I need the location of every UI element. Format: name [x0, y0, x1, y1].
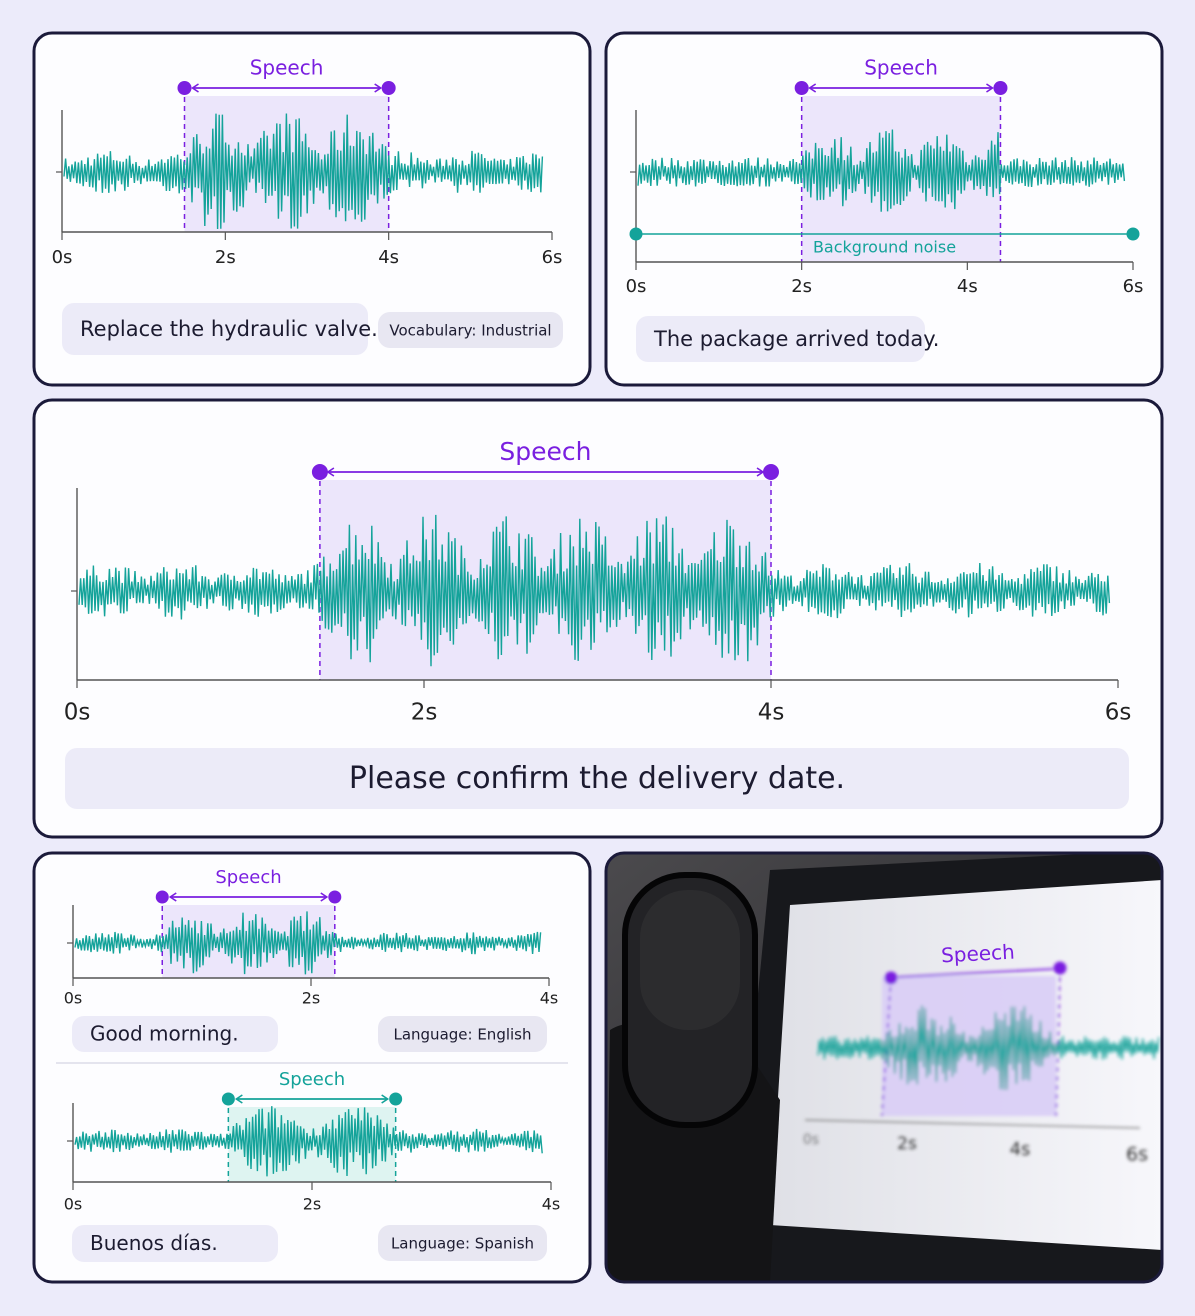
mic-grille [640, 890, 740, 1030]
x-tick-label: 2s [302, 989, 321, 1008]
x-tick-label: 4s [378, 247, 399, 268]
speech-endpoint [1053, 961, 1067, 975]
speech-label: Speech [250, 56, 324, 80]
speech-label: Speech [279, 1069, 345, 1090]
x-tick-label: 6s [1105, 700, 1132, 726]
speech-endpoint [381, 81, 396, 95]
text-box-label: Buenos días. [90, 1231, 218, 1255]
text-box [72, 1016, 278, 1052]
waveform [74, 1106, 543, 1177]
x-tick-label: 6s [1126, 1144, 1148, 1166]
text-box [378, 1016, 547, 1052]
x-tick-label: 4s [1010, 1139, 1031, 1160]
x-tick-label: 0s [52, 247, 73, 268]
text-box [378, 312, 563, 348]
x-tick-label: 2s [215, 247, 236, 268]
text-box [72, 1225, 278, 1262]
x-axis [804, 1119, 1141, 1129]
photo: 0s 2s 4s 6s [606, 853, 1162, 1282]
speech-endpoint [763, 464, 779, 480]
text-box-label: Good morning. [90, 1022, 239, 1046]
panel-border [604, 851, 1164, 1284]
x-tick-label: 4s [957, 276, 978, 297]
x-tick-label: 0s [64, 1195, 83, 1214]
waveform [63, 113, 544, 230]
speech-endpoint [311, 464, 328, 480]
speech-endpoint [794, 81, 809, 95]
speech-endpoint [155, 890, 169, 904]
speech-endpoint [993, 81, 1008, 95]
waveform [74, 911, 542, 975]
waveform [78, 514, 1111, 667]
arrowheads [168, 892, 329, 902]
text-box-label: Vocabulary: Industrial [389, 322, 551, 340]
screen-content: 0s 2s 4s 6s [803, 961, 1160, 1166]
text-box-label: Language: Spanish [391, 1235, 534, 1253]
speech-endpoint [177, 81, 192, 95]
speech-label: Speech [215, 867, 281, 888]
text-box [65, 748, 1129, 809]
x-tick-label: 0s [64, 700, 91, 726]
arrowheads [234, 1094, 390, 1104]
speech-bracket [897, 968, 1054, 978]
speech-endpoint [389, 1092, 403, 1106]
x-tick-label: 0s [626, 276, 647, 297]
x-tick-label: 4s [542, 1195, 561, 1214]
text-box-label: Replace the hydraulic valve. [80, 317, 378, 341]
text-box-label: Please confirm the delivery date. [349, 761, 845, 796]
speech-boundary [1055, 967, 1061, 1117]
speech-endpoint [328, 890, 342, 904]
speech-endpoint [221, 1092, 235, 1106]
waveform [637, 129, 1126, 212]
x-tick-label: 2s [791, 276, 812, 297]
arrowheads [191, 83, 383, 93]
text-box-label: Language: English [393, 1026, 531, 1044]
speech-label: Speech [499, 437, 591, 466]
x-tick-label: 2s [897, 1134, 917, 1154]
x-tick-label: 6s [542, 247, 563, 268]
text-box [378, 1225, 547, 1261]
noise-endpoint [1126, 227, 1140, 241]
x-tick-label: 2s [411, 700, 438, 726]
text-box [62, 303, 368, 355]
text-box [636, 316, 925, 362]
speech-label: Speech [941, 940, 1016, 968]
arrowheads [808, 83, 994, 93]
speech-endpoint [884, 971, 898, 985]
x-tick-label: 0s [803, 1132, 819, 1148]
speech-label: Speech [864, 56, 938, 80]
x-tick-label: 2s [303, 1195, 322, 1214]
text-box-label: The package arrived today. [653, 327, 939, 351]
x-tick-label: 4s [758, 700, 785, 726]
waveform [817, 1005, 1160, 1091]
noise-label: Background noise [813, 238, 956, 257]
x-tick-label: 4s [540, 989, 559, 1008]
arrowheads [326, 467, 765, 477]
x-tick-label: 6s [1123, 276, 1144, 297]
x-tick-label: 0s [64, 989, 83, 1008]
noise-endpoint [629, 227, 643, 241]
